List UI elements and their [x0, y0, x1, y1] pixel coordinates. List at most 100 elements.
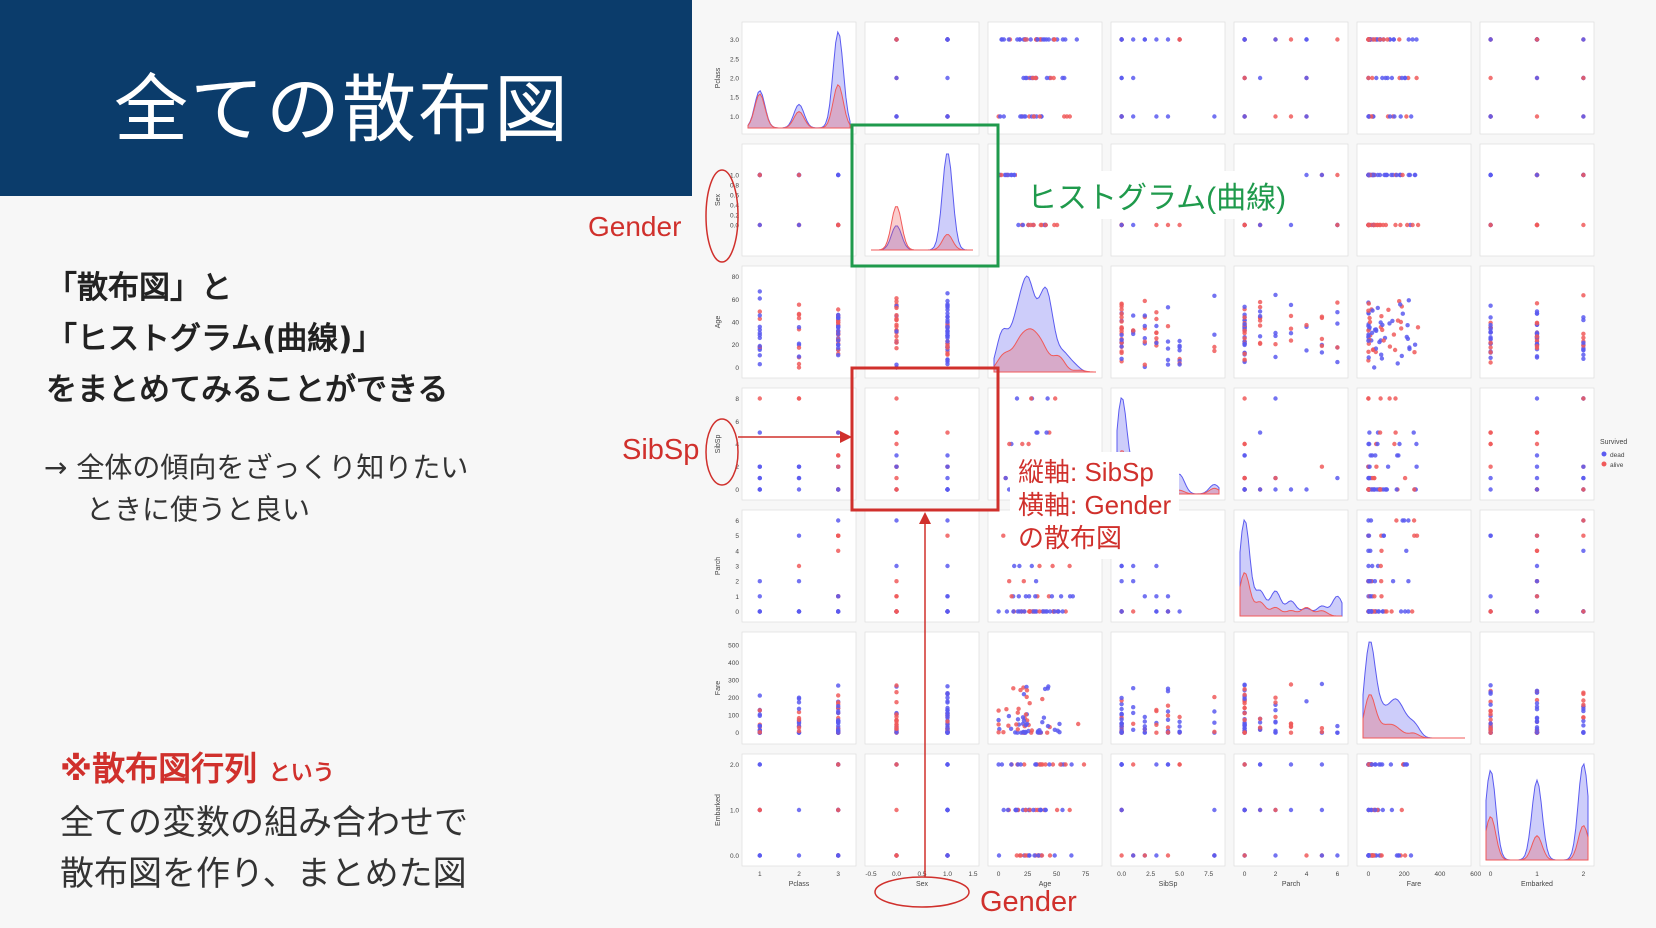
point-alive	[1412, 533, 1417, 538]
x-axis-label: SibSp	[1159, 881, 1178, 888]
point-dead	[1335, 853, 1340, 858]
point-dead	[1165, 362, 1171, 367]
point-dead	[945, 298, 950, 304]
kde-alive	[1362, 694, 1465, 739]
point-alive	[1165, 222, 1171, 228]
point-dead	[1581, 114, 1586, 119]
point-alive	[836, 464, 841, 469]
point-alive	[1335, 300, 1340, 305]
point-dead	[1390, 579, 1396, 584]
point-alive	[1415, 222, 1421, 228]
point-alive	[1366, 301, 1372, 306]
gender-arrowhead	[919, 512, 931, 524]
point-dead	[1304, 172, 1309, 178]
point-dead	[1119, 762, 1124, 767]
point-alive	[1257, 304, 1263, 310]
point-dead	[1119, 721, 1124, 726]
point-dead	[1319, 762, 1325, 767]
cell-background	[741, 143, 857, 257]
y-tick-label: 0.2	[730, 213, 739, 220]
point-alive	[1177, 762, 1182, 767]
point-dead	[1154, 563, 1159, 569]
point-dead	[1488, 37, 1493, 42]
point-dead	[945, 464, 950, 469]
point-dead	[1049, 594, 1055, 599]
point-alive	[1242, 730, 1247, 735]
point-dead	[1368, 609, 1374, 614]
point-dead	[1165, 305, 1171, 310]
point-alive	[1050, 563, 1055, 569]
point-alive	[1488, 609, 1493, 614]
point-alive	[796, 316, 802, 321]
point-dead	[1019, 609, 1024, 614]
point-dead	[1319, 853, 1325, 858]
point-dead	[1024, 684, 1029, 690]
point-dead	[1402, 609, 1408, 614]
point-dead	[757, 713, 762, 718]
point-dead	[1335, 359, 1340, 365]
point-dead	[1385, 75, 1390, 81]
y-tick-label: 2.0	[730, 76, 739, 83]
point-dead	[1017, 37, 1022, 42]
point-alive	[1402, 475, 1408, 481]
point-dead	[1394, 172, 1399, 178]
point-dead	[757, 330, 762, 336]
point-dead	[1018, 114, 1023, 119]
point-dead	[1242, 487, 1247, 492]
cell-embarked-sibsp: 0.0 2.5 5.0 7.5 SibSp	[1110, 753, 1226, 888]
point-alive	[1154, 708, 1159, 714]
point-alive	[1027, 807, 1033, 813]
point-dead	[796, 464, 802, 469]
note-line-1: → 全体の傾向をざっくり知りたい	[44, 451, 469, 484]
point-alive	[1488, 345, 1493, 350]
point-dead	[945, 475, 950, 481]
point-dead	[1408, 853, 1414, 858]
y-tick-label: 2	[735, 579, 739, 586]
point-dead	[1370, 453, 1375, 458]
point-dead	[1380, 609, 1386, 614]
point-dead	[1119, 222, 1124, 228]
point-alive	[1081, 762, 1087, 767]
point-dead	[1119, 609, 1124, 614]
point-dead	[1391, 37, 1396, 42]
point-alive	[1534, 222, 1540, 228]
point-alive	[1165, 853, 1171, 858]
point-alive	[894, 579, 899, 584]
point-dead	[1366, 355, 1371, 360]
point-alive	[1381, 37, 1386, 42]
point-dead	[1257, 334, 1263, 339]
point-alive	[1366, 349, 1371, 354]
point-dead	[1402, 518, 1407, 523]
point-alive	[1131, 762, 1136, 767]
point-dead	[1177, 724, 1182, 729]
point-alive	[894, 346, 899, 351]
point-dead	[757, 723, 762, 728]
cell-fare-embarked	[1479, 631, 1595, 745]
cell-age-embarked	[1479, 265, 1595, 379]
point-alive	[1581, 172, 1586, 178]
point-dead	[1154, 323, 1159, 329]
cell-age-fare	[1356, 265, 1472, 379]
point-alive	[1177, 37, 1182, 42]
point-dead	[1398, 114, 1403, 119]
point-alive	[894, 313, 899, 318]
y-tick-label: 6	[735, 419, 739, 426]
point-dead	[1012, 172, 1017, 178]
point-dead	[1366, 853, 1371, 858]
point-alive	[1384, 609, 1389, 614]
point-alive	[1534, 37, 1540, 42]
point-alive	[1242, 222, 1247, 228]
point-dead	[1581, 706, 1586, 712]
point-dead	[836, 430, 841, 435]
point-dead	[1165, 37, 1171, 42]
y-tick-label: 6	[735, 518, 739, 525]
point-alive	[1273, 807, 1278, 813]
point-alive	[1064, 114, 1070, 119]
point-alive	[1020, 441, 1025, 447]
y-tick-label: 0	[735, 365, 739, 372]
point-dead	[1257, 807, 1263, 813]
point-alive	[1288, 723, 1294, 729]
point-alive	[1412, 350, 1417, 355]
point-alive	[836, 222, 841, 228]
point-alive	[1067, 807, 1072, 813]
